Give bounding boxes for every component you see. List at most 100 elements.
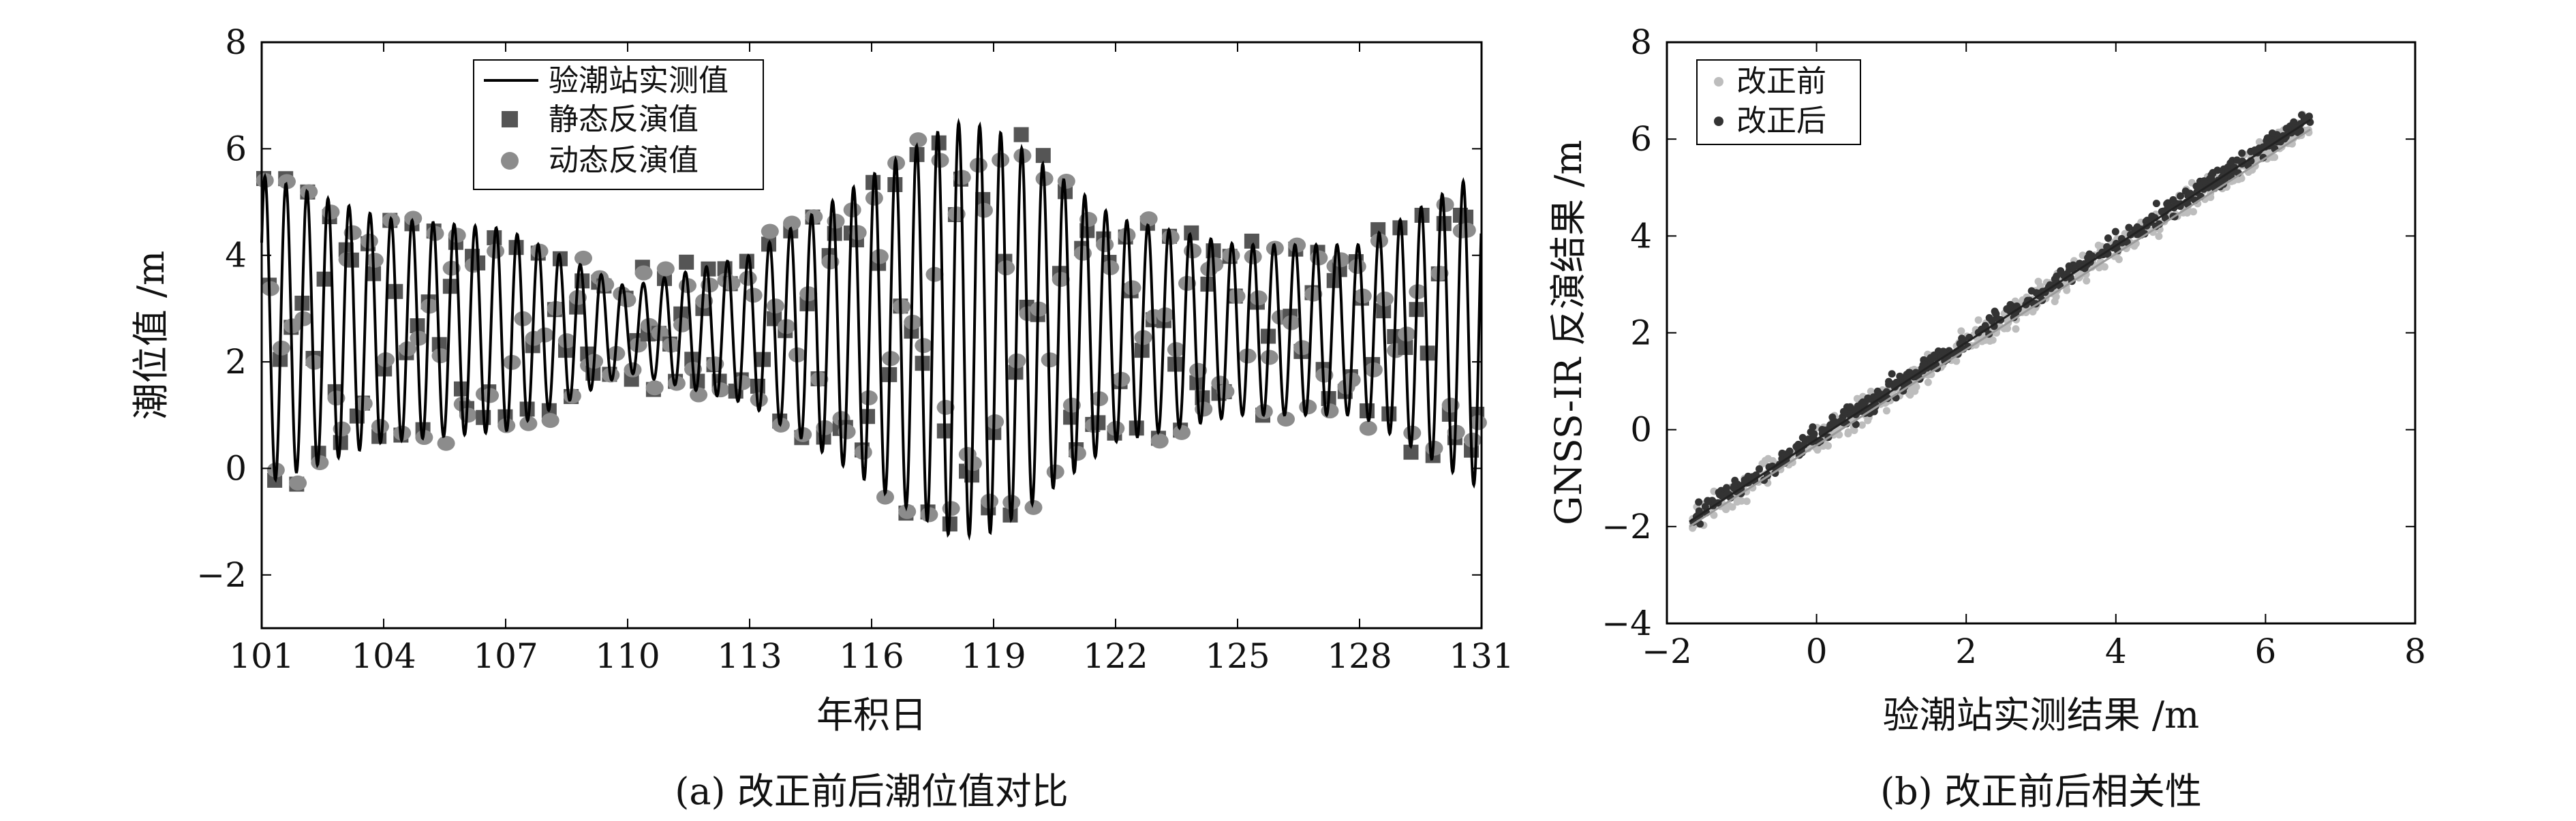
y-tick-label: 4 bbox=[225, 236, 247, 275]
dynamic-inversion-point bbox=[618, 292, 637, 308]
static-inversion-point bbox=[1035, 148, 1051, 164]
dynamic-inversion-point bbox=[1118, 228, 1136, 243]
before-point bbox=[2063, 286, 2071, 294]
dynamic-inversion-point bbox=[1359, 420, 1377, 436]
after-point bbox=[1852, 420, 1860, 429]
after-point bbox=[1792, 443, 1800, 451]
panel-b-caption: (b) 改正前后相关性 bbox=[1880, 770, 2202, 813]
dynamic-inversion-point bbox=[1348, 259, 1366, 275]
panel-b-frame bbox=[1666, 41, 2417, 625]
dynamic-inversion-point bbox=[634, 265, 653, 281]
dynamic-inversion-point bbox=[1364, 362, 1383, 377]
after-point bbox=[1920, 360, 1928, 369]
dynamic-inversion-point bbox=[481, 388, 500, 403]
panel-a-plot-area bbox=[256, 117, 1487, 541]
x-tick-label: 128 bbox=[1327, 636, 1392, 676]
after-point bbox=[1930, 351, 1938, 359]
before-point bbox=[2083, 277, 2091, 285]
before-point bbox=[2155, 232, 2163, 241]
after-point bbox=[1858, 399, 1866, 407]
dynamic-inversion-point bbox=[1172, 424, 1191, 440]
dynamic-inversion-point bbox=[848, 225, 867, 241]
dynamic-inversion-point bbox=[1024, 499, 1043, 515]
dynamic-inversion-point bbox=[1123, 280, 1141, 296]
dynamic-inversion-point bbox=[574, 250, 592, 266]
after-point bbox=[2051, 275, 2059, 283]
after-point bbox=[2238, 149, 2246, 157]
dynamic-inversion-point bbox=[992, 152, 1010, 168]
after-point bbox=[1755, 465, 1764, 473]
after-point bbox=[1991, 309, 1999, 317]
before-point bbox=[1721, 505, 1730, 513]
before-point bbox=[2183, 208, 2192, 217]
x-tick-label: 0 bbox=[1806, 632, 1828, 671]
dynamic-inversion-point bbox=[761, 223, 779, 239]
dynamic-inversion-point bbox=[766, 298, 784, 314]
dynamic-inversion-point bbox=[1139, 211, 1158, 227]
before-point bbox=[1728, 503, 1736, 511]
before-point bbox=[2051, 298, 2059, 306]
y-tick-label: 2 bbox=[1630, 313, 1652, 353]
dynamic-inversion-point bbox=[557, 333, 576, 349]
after-point bbox=[2057, 267, 2065, 275]
after-point bbox=[1864, 394, 1872, 402]
dynamic-inversion-point bbox=[277, 174, 296, 189]
panel-a-legend: 验潮站实测值 静态反演值 动态反演值 bbox=[473, 59, 764, 190]
x-tick-label: 122 bbox=[1083, 636, 1148, 676]
after-point bbox=[2209, 168, 2217, 176]
x-tick-label: 8 bbox=[2404, 632, 2426, 671]
after-point bbox=[2233, 156, 2241, 164]
after-point bbox=[1715, 491, 1723, 499]
y-tick-label: 6 bbox=[225, 129, 247, 168]
legend-square-marker bbox=[502, 111, 518, 127]
x-tick-label: −2 bbox=[1642, 632, 1692, 671]
panel-a-ylabel: 潮位值 /m bbox=[129, 251, 172, 420]
dynamic-inversion-point bbox=[431, 348, 450, 364]
dynamic-inversion-point bbox=[1096, 237, 1114, 253]
before-point bbox=[1864, 416, 1872, 424]
y-tick-label: −4 bbox=[1601, 604, 1652, 643]
after-point bbox=[2065, 262, 2073, 270]
before-point bbox=[1858, 421, 1866, 429]
dynamic-inversion-point bbox=[898, 504, 917, 519]
static-inversion-point bbox=[1403, 444, 1419, 460]
y-tick-label: 2 bbox=[225, 342, 247, 382]
legend-label-static: 静态反演值 bbox=[549, 102, 699, 137]
legend-label-after: 改正后 bbox=[1736, 104, 1826, 138]
after-point bbox=[2200, 177, 2208, 185]
before-point bbox=[1957, 327, 1965, 335]
static-inversion-point bbox=[1370, 222, 1386, 238]
panel-b-ylabel: GNSS-IR 反演结果 /m bbox=[1547, 140, 1590, 525]
y-tick-label: 0 bbox=[225, 448, 247, 488]
panel-b-plot-area bbox=[1689, 110, 2314, 532]
after-point bbox=[1695, 498, 1703, 506]
dynamic-inversion-point bbox=[1260, 350, 1278, 365]
x-tick-label: 104 bbox=[351, 636, 416, 676]
before-point bbox=[2237, 174, 2245, 183]
dynamic-inversion-point bbox=[437, 435, 455, 451]
before-point bbox=[1989, 336, 1997, 344]
static-inversion-point bbox=[1244, 233, 1259, 249]
y-tick-label: 4 bbox=[1630, 216, 1652, 255]
x-tick-label: 107 bbox=[473, 636, 538, 676]
dynamic-inversion-point bbox=[289, 475, 307, 491]
after-point bbox=[2125, 223, 2133, 232]
legend-label-dynamic: 动态反演值 bbox=[549, 143, 699, 178]
dynamic-inversion-point bbox=[1375, 291, 1394, 307]
dynamic-inversion-point bbox=[690, 387, 708, 403]
dynamic-inversion-point bbox=[404, 211, 423, 226]
panel-b-xlabel: 验潮站实测结果 /m bbox=[1883, 694, 2200, 737]
after-point bbox=[1809, 423, 1817, 431]
before-point bbox=[1844, 428, 1852, 436]
panel-b-legend-box bbox=[1696, 59, 1861, 145]
after-point bbox=[2027, 287, 2036, 295]
before-point bbox=[2004, 324, 2012, 332]
dynamic-inversion-point bbox=[876, 489, 894, 505]
static-inversion-point bbox=[1013, 127, 1029, 142]
static-inversion-point bbox=[679, 254, 694, 270]
dynamic-inversion-point bbox=[1150, 433, 1169, 449]
after-point bbox=[1778, 449, 1786, 457]
after-fit-line bbox=[1689, 119, 2312, 523]
